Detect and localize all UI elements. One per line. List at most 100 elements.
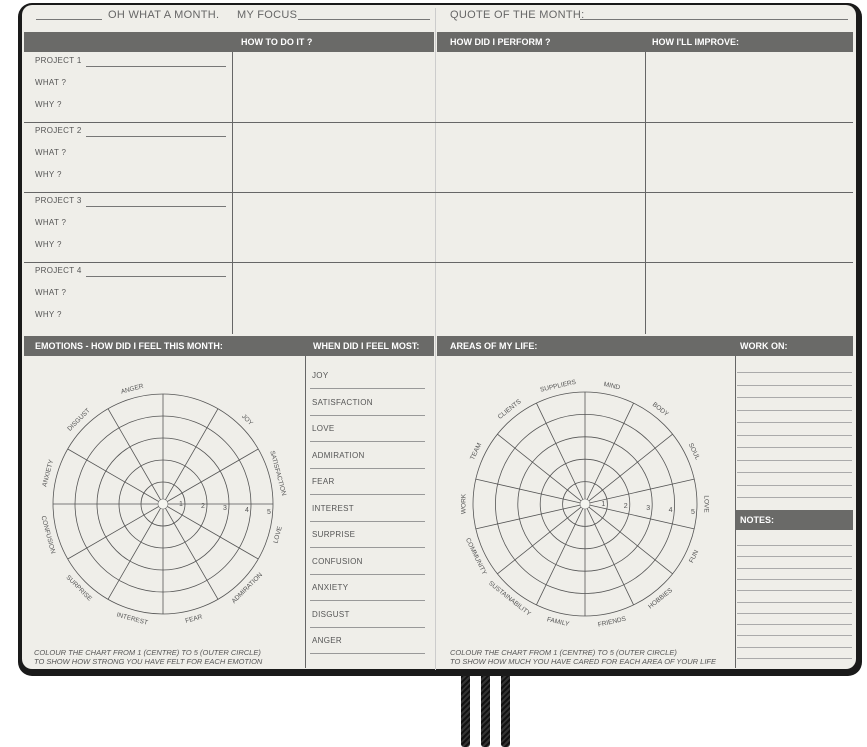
ribbon-bookmark[interactable]	[461, 676, 470, 747]
header-bar-left: HOW TO DO IT ?	[24, 32, 434, 52]
life-wheel-spoke	[589, 478, 695, 504]
when-item: LOVE	[312, 424, 335, 433]
writing-line[interactable]	[737, 646, 852, 648]
emotion-wheel-scale-number: 4	[245, 507, 249, 514]
project-name-line[interactable]	[86, 276, 226, 277]
writing-line[interactable]	[737, 567, 852, 569]
writing-line[interactable]	[737, 556, 852, 558]
life-wheel-spoke	[536, 508, 584, 606]
what-label: WHAT ?	[35, 148, 67, 157]
writing-line[interactable]	[737, 409, 852, 411]
why-label: WHY ?	[35, 100, 62, 109]
project-label: PROJECT 1	[35, 56, 82, 65]
emotion-wheel-scale-number: 2	[201, 503, 205, 510]
emotion-wheel-spoke	[67, 448, 159, 502]
life-wheel-label: FRIENDS	[597, 615, 627, 628]
writing-line[interactable]	[737, 578, 852, 580]
life-wheel-spoke	[586, 402, 634, 500]
life-wheel-label: WORK	[461, 493, 468, 514]
footer-line: COLOUR THE CHART FROM 1 (CENTRE) TO 5 (O…	[34, 648, 261, 657]
writing-line[interactable]	[737, 372, 852, 373]
ribbon-bookmark[interactable]	[481, 676, 490, 747]
life-wheel-label: LOVE	[702, 495, 709, 513]
writing-line[interactable]	[737, 590, 852, 592]
life-wheel-spoke	[589, 504, 695, 530]
when-line[interactable]	[310, 626, 425, 628]
writing-line[interactable]	[737, 635, 852, 637]
when-column-divider	[305, 356, 306, 668]
focus-line[interactable]	[298, 19, 430, 20]
improve-header: HOW I'LL IMPROVE:	[652, 37, 739, 47]
emotion-wheel-spoke	[107, 408, 161, 500]
quote-line[interactable]	[580, 19, 848, 20]
emotions-title: EMOTIONS - HOW DID I FEEL THIS MONTH:	[35, 341, 223, 351]
life-wheel-scale-number: 1	[601, 501, 605, 508]
life-wheel-label: SOUL	[687, 442, 701, 461]
writing-line[interactable]	[737, 658, 852, 659]
life-wheel-spoke	[536, 402, 584, 500]
writing-line[interactable]	[737, 484, 852, 486]
notes-bar: NOTES:	[736, 510, 853, 530]
writing-line[interactable]	[737, 472, 852, 473]
when-line[interactable]	[310, 547, 425, 548]
life-wheel-label: SUPPLIERS	[540, 379, 578, 394]
writing-line[interactable]	[737, 422, 852, 423]
when-line[interactable]	[310, 573, 425, 575]
when-item: JOY	[312, 371, 329, 380]
life-wheel-label: TEAM	[469, 442, 483, 461]
life-wheel-spoke	[475, 504, 581, 530]
areas-footer: COLOUR THE CHART FROM 1 (CENTRE) TO 5 (O…	[450, 648, 716, 666]
when-item: ADMIRATION	[312, 450, 365, 460]
ribbon-bookmark[interactable]	[501, 676, 510, 747]
writing-line[interactable]	[737, 624, 852, 626]
writing-line[interactable]	[737, 459, 852, 461]
smiley-center-icon	[157, 498, 169, 510]
emotion-wheel-spoke	[67, 506, 159, 560]
emotions-footer: COLOUR THE CHART FROM 1 (CENTRE) TO 5 (O…	[34, 648, 262, 666]
footer-line: TO SHOW HOW STRONG YOU HAVE FELT FOR EAC…	[34, 657, 263, 666]
emotion-wheel-spoke	[167, 506, 259, 560]
when-line[interactable]	[310, 467, 425, 469]
when-item: SURPRISE	[312, 530, 356, 539]
month-line[interactable]	[36, 19, 102, 20]
project-name-line[interactable]	[86, 206, 226, 207]
when-line[interactable]	[310, 414, 425, 416]
life-wheel-label: FAMILY	[546, 616, 570, 628]
smiley-center-icon	[579, 498, 591, 510]
life-wheel-label: COMMUNITY	[464, 537, 488, 577]
life-wheel-label: CLIENTS	[497, 398, 523, 421]
project-name-line[interactable]	[86, 66, 226, 67]
writing-line[interactable]	[737, 447, 852, 448]
when-item: CONFUSION	[312, 556, 363, 566]
emotion-wheel-spoke	[107, 508, 161, 600]
why-label: WHY ?	[35, 170, 62, 179]
life-wheel-spoke	[588, 506, 673, 575]
project-name-line[interactable]	[86, 136, 226, 137]
column-divider	[645, 52, 646, 334]
how-to-do-header: HOW TO DO IT ?	[241, 37, 313, 47]
when-line[interactable]	[310, 520, 425, 522]
when-item: ANGER	[312, 636, 342, 645]
when-line[interactable]	[310, 388, 425, 389]
writing-line[interactable]	[737, 601, 852, 603]
row-divider	[24, 262, 853, 263]
what-label: WHAT ?	[35, 288, 67, 297]
writing-line[interactable]	[737, 545, 852, 546]
spine-fold	[435, 8, 436, 670]
when-line[interactable]	[310, 653, 425, 654]
emotion-wheel-label: ANXIETY	[41, 458, 55, 487]
life-wheel-scale-number: 3	[646, 505, 650, 512]
writing-line[interactable]	[737, 384, 852, 386]
when-line[interactable]	[310, 600, 425, 601]
life-wheel-spoke	[497, 506, 582, 575]
emotion-wheel-scale-number: 1	[179, 501, 183, 508]
writing-line[interactable]	[737, 612, 852, 614]
writing-line[interactable]	[737, 434, 852, 436]
notes-title: NOTES:	[740, 515, 775, 525]
writing-line[interactable]	[737, 497, 852, 498]
when-item: FEAR	[312, 477, 335, 486]
life-wheel-scale-number: 2	[624, 503, 628, 510]
writing-line[interactable]	[737, 397, 852, 398]
when-line[interactable]	[310, 441, 425, 442]
when-line[interactable]	[310, 494, 425, 495]
